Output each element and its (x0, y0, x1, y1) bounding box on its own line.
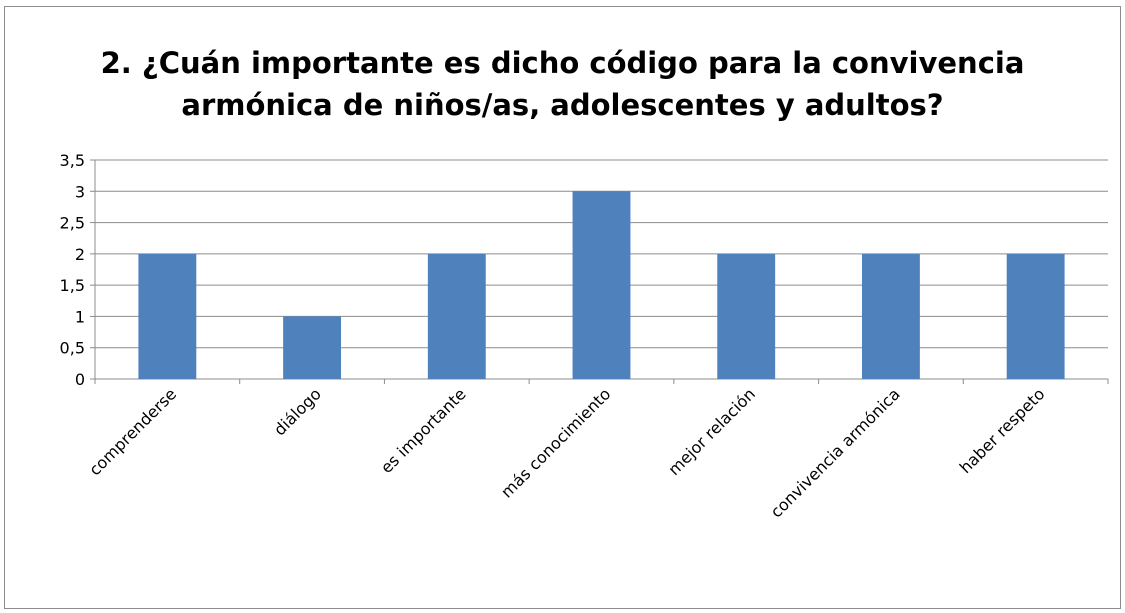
y-tick-label: 1,5 (60, 276, 85, 295)
x-category-label: haber respeto (956, 384, 1049, 477)
bar (138, 253, 197, 379)
y-tick-label: 0,5 (60, 339, 85, 358)
x-category-label: es importante (377, 384, 470, 477)
y-tick-label: 0 (75, 370, 85, 389)
bar (283, 316, 342, 379)
chart-title: 2. ¿Cuán importante es dicho código para… (0, 42, 1125, 126)
y-tick-label: 2,5 (60, 214, 85, 233)
y-tick-label: 3,5 (60, 151, 85, 170)
chart-title-line-1: 2. ¿Cuán importante es dicho código para… (100, 46, 1025, 80)
bar (427, 253, 486, 379)
x-category-label: diálogo (270, 384, 325, 439)
chart-title-line-2: armónica de niños/as, adolescentes y adu… (181, 88, 944, 122)
bar (861, 253, 920, 379)
bar (1006, 253, 1065, 379)
x-category-label: convivencia armónica (767, 384, 904, 521)
x-category-label: más conocimiento (497, 384, 614, 501)
x-category-label: mejor relación (664, 384, 759, 479)
y-tick-label: 3 (75, 182, 85, 201)
bar (572, 191, 631, 379)
y-tick-label: 2 (75, 245, 85, 264)
x-category-label: comprenderse (85, 384, 180, 479)
bar (717, 253, 776, 379)
y-tick-label: 1 (75, 307, 85, 326)
